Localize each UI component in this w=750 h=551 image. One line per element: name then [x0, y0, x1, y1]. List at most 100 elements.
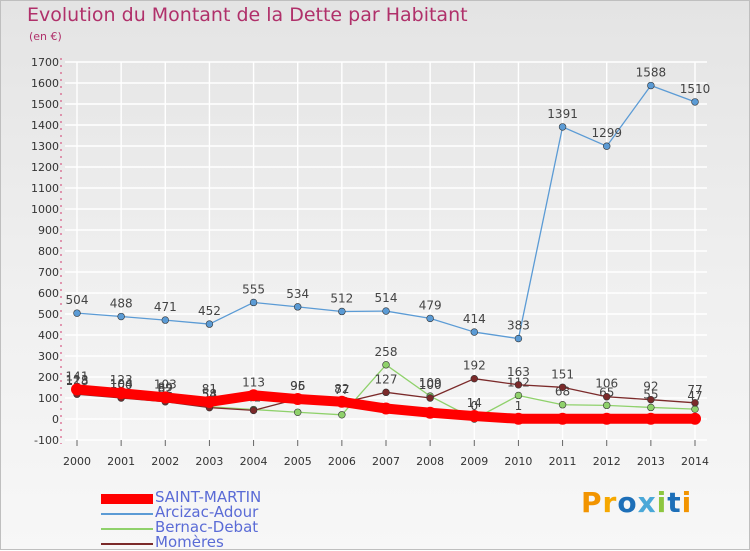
- y-tick-label: 1500: [31, 98, 59, 111]
- data-point: [73, 309, 81, 317]
- data-point: [335, 395, 348, 408]
- data-point: [382, 388, 390, 397]
- data-point: [205, 320, 214, 328]
- data-point: [294, 408, 302, 416]
- data-label: 1510: [680, 82, 711, 96]
- data-point: [161, 316, 169, 324]
- x-tick-label: 2009: [460, 455, 488, 468]
- legend-label: Momères: [155, 533, 224, 551]
- legend-swatch: [101, 494, 153, 504]
- x-tick-label: 2001: [107, 455, 135, 468]
- data-point: [514, 334, 523, 343]
- data-label: 414: [463, 312, 486, 326]
- data-label: 89: [158, 380, 173, 394]
- data-label: 163: [507, 365, 530, 379]
- data-point: [426, 394, 434, 402]
- x-tick-label: 2002: [151, 455, 179, 468]
- data-label: 96: [290, 379, 305, 393]
- data-label: 1588: [636, 66, 667, 80]
- y-tick-label: 0: [52, 413, 59, 426]
- x-tick-label: 2003: [195, 455, 223, 468]
- data-label: 104: [110, 377, 133, 391]
- data-label: 81: [202, 382, 217, 396]
- data-label: 77: [687, 383, 702, 397]
- legend-label: Bernac-Debat: [155, 518, 259, 536]
- data-label: 100: [419, 378, 442, 392]
- x-tick-label: 2008: [416, 455, 444, 468]
- data-label: 1299: [591, 126, 622, 140]
- data-point: [647, 81, 655, 90]
- data-point: [600, 412, 613, 425]
- data-point: [514, 381, 523, 389]
- x-tick-label: 2014: [681, 455, 709, 468]
- y-tick-label: 1000: [31, 203, 59, 216]
- data-label: 103: [154, 377, 177, 391]
- data-point: [291, 393, 304, 406]
- data-point: [159, 391, 172, 404]
- data-label: 151: [551, 367, 574, 381]
- logo-letter: i: [681, 486, 693, 519]
- data-point: [338, 411, 346, 419]
- data-point: [249, 406, 258, 415]
- data-label: 47: [687, 389, 702, 403]
- y-tick-label: 400: [38, 329, 59, 342]
- data-label: 479: [419, 298, 442, 312]
- y-tick-label: 700: [38, 266, 59, 279]
- x-tick-label: 2011: [549, 455, 577, 468]
- x-tick-label: 2005: [284, 455, 312, 468]
- x-tick-label: 2013: [637, 455, 665, 468]
- data-label: 82: [334, 382, 349, 396]
- data-point: [247, 389, 260, 402]
- data-label: 113: [242, 375, 265, 389]
- data-point: [558, 401, 567, 409]
- y-tick-label: 1200: [31, 161, 59, 174]
- data-point: [558, 383, 567, 391]
- data-point: [514, 391, 523, 400]
- x-tick-label: 2004: [240, 455, 268, 468]
- data-label: 1391: [547, 107, 578, 121]
- legend-swatch: [101, 513, 153, 515]
- data-point: [338, 307, 346, 316]
- data-label: 192: [463, 359, 486, 373]
- data-label: 383: [507, 319, 530, 333]
- legend-label: Arcizac-Adour: [155, 503, 259, 521]
- data-point: [382, 307, 390, 315]
- data-label: 514: [375, 291, 398, 305]
- data-label: 109: [419, 376, 442, 390]
- y-tick-label: 600: [38, 287, 59, 300]
- x-tick-label: 2000: [63, 455, 91, 468]
- data-point: [380, 402, 392, 415]
- chart-title: Evolution du Montant de la Dette par Hab…: [27, 4, 468, 26]
- data-label: 77: [334, 383, 349, 397]
- data-label: 258: [375, 345, 398, 359]
- y-tick-label: 200: [38, 371, 59, 384]
- data-point: [689, 412, 701, 425]
- data-label: 55: [643, 387, 658, 401]
- y-tick-label: 1700: [31, 56, 59, 69]
- data-point: [249, 298, 258, 307]
- data-point: [512, 412, 525, 425]
- legend-label: SAINT-MARTIN: [155, 488, 262, 506]
- data-point: [470, 328, 478, 336]
- data-label: 95: [290, 379, 305, 393]
- y-tick-label: -100: [34, 434, 59, 447]
- y-tick-label: 1300: [31, 140, 59, 153]
- data-label: 504: [66, 293, 89, 307]
- data-label: 0: [470, 399, 478, 413]
- data-label: 512: [330, 291, 353, 305]
- data-label: 123: [110, 373, 133, 387]
- data-label: 14: [467, 396, 482, 410]
- data-point: [426, 314, 434, 323]
- data-point: [691, 405, 699, 413]
- y-tick-label: 1400: [31, 119, 59, 132]
- logo-letter: t: [667, 486, 682, 519]
- data-label: 452: [198, 304, 221, 318]
- data-point: [556, 412, 569, 425]
- data-label: 92: [643, 380, 658, 394]
- x-tick-label: 2010: [504, 455, 532, 468]
- data-point: [117, 312, 125, 321]
- y-tick-label: 900: [38, 224, 59, 237]
- y-tick-label: 800: [38, 245, 59, 258]
